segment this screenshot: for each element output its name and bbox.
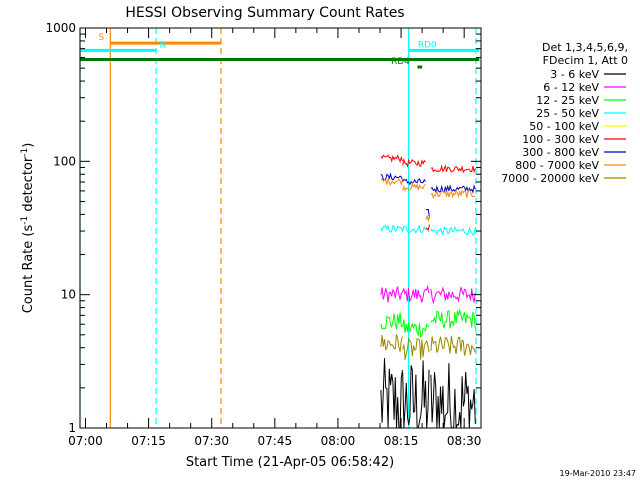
x-tick-label-0: 07:00: [68, 434, 103, 448]
series-2: [380, 308, 476, 339]
y-axis-label-end: ): [21, 143, 36, 148]
flag-bar-label-3: RD0: [418, 40, 437, 50]
y-axis-label-main: Count Rate (s: [21, 225, 36, 314]
series-8: [380, 334, 476, 360]
series-1-segment-1: [430, 286, 476, 305]
series-1-segment-0: [380, 284, 430, 304]
legend-header-line-2: FDecim 1, Att 0: [543, 54, 628, 67]
series-5-segment-2: [425, 224, 430, 231]
series-2-segment-1: [402, 319, 430, 339]
series-6-segment-1: [402, 178, 426, 186]
x-axis-label: Start Time (21-Apr-05 06:58:42): [186, 455, 394, 470]
legend-label-8: 7000 - 20000 keV: [501, 172, 599, 185]
flag-bar-label-0: S: [99, 33, 105, 43]
series-7-segment-2: [425, 214, 430, 223]
legend-label-1: 6 - 12 keV: [543, 81, 599, 94]
y-tick-label-3: 1000: [45, 21, 76, 35]
y-axis-label-sup1: -1: [20, 216, 30, 225]
series-7-segment-0: [380, 178, 403, 187]
series-3-segment-1: [430, 225, 476, 237]
legend-header-line-1: Det 1,3,4,5,6,9,: [542, 41, 628, 54]
x-tick-label-6: 08:30: [447, 434, 482, 448]
legend-label-0: 3 - 6 keV: [550, 68, 599, 81]
y-tick-label-1: 10: [61, 288, 76, 302]
series-1: [380, 284, 476, 305]
flag-bar-label-1: N: [160, 40, 167, 50]
series-2-segment-2: [430, 308, 476, 329]
series-5: [380, 154, 476, 231]
y-tick-label-2: 100: [53, 154, 76, 168]
x-tick-label-4: 08:00: [321, 434, 356, 448]
legend-label-5: 100 - 300 keV: [522, 133, 599, 146]
series-7: [380, 178, 476, 223]
flag-bar-label-4: RD4: [391, 57, 410, 67]
x-tick-label-1: 07:15: [131, 434, 166, 448]
series-0-segment-1: [402, 360, 430, 429]
series-5-segment-0: [380, 154, 403, 164]
chart-title: HESSI Observing Summary Count Rates: [125, 5, 404, 21]
legend-label-7: 800 - 7000 keV: [515, 159, 599, 172]
series-8-segment-1: [402, 337, 430, 360]
series-7-segment-3: [430, 189, 476, 200]
series-5-segment-1: [402, 157, 426, 168]
plot-frame: [79, 27, 482, 429]
y-axis-label: Count Rate (s-1 detector-1): [20, 143, 36, 314]
legend-label-6: 300 - 800 keV: [522, 146, 599, 159]
legend: Det 1,3,4,5,6,9, FDecim 1, Att 0 3 - 6 k…: [501, 41, 628, 185]
series-6-segment-2: [425, 209, 430, 219]
y-axis-label-sup2: -1: [20, 148, 30, 157]
x-tick-label-5: 08:15: [384, 434, 419, 448]
series-8-segment-0: [380, 334, 403, 352]
legend-label-4: 50 - 100 keV: [529, 120, 599, 133]
series-7-segment-1: [402, 182, 426, 192]
y-tick-label-0: 1: [68, 421, 76, 435]
generation-timestamp: 19-Mar-2010 23:47: [560, 469, 637, 478]
y-axis-label-mid: detector: [21, 156, 36, 216]
x-tick-label-2: 07:30: [194, 434, 229, 448]
x-tick-label-3: 07:45: [258, 434, 293, 448]
legend-label-2: 12 - 25 keV: [536, 94, 599, 107]
series-5-segment-3: [430, 164, 476, 174]
series-3: [380, 224, 476, 237]
series-8-segment-2: [430, 335, 476, 356]
series-3-segment-0: [380, 224, 430, 234]
axis-ticks: 1 10 100 1000 07:00 07:15 07:30 07:45 08:00 08:15…: [45, 21, 481, 448]
series-2-segment-0: [380, 312, 403, 330]
legend-label-3: 25 - 50 keV: [536, 107, 599, 120]
